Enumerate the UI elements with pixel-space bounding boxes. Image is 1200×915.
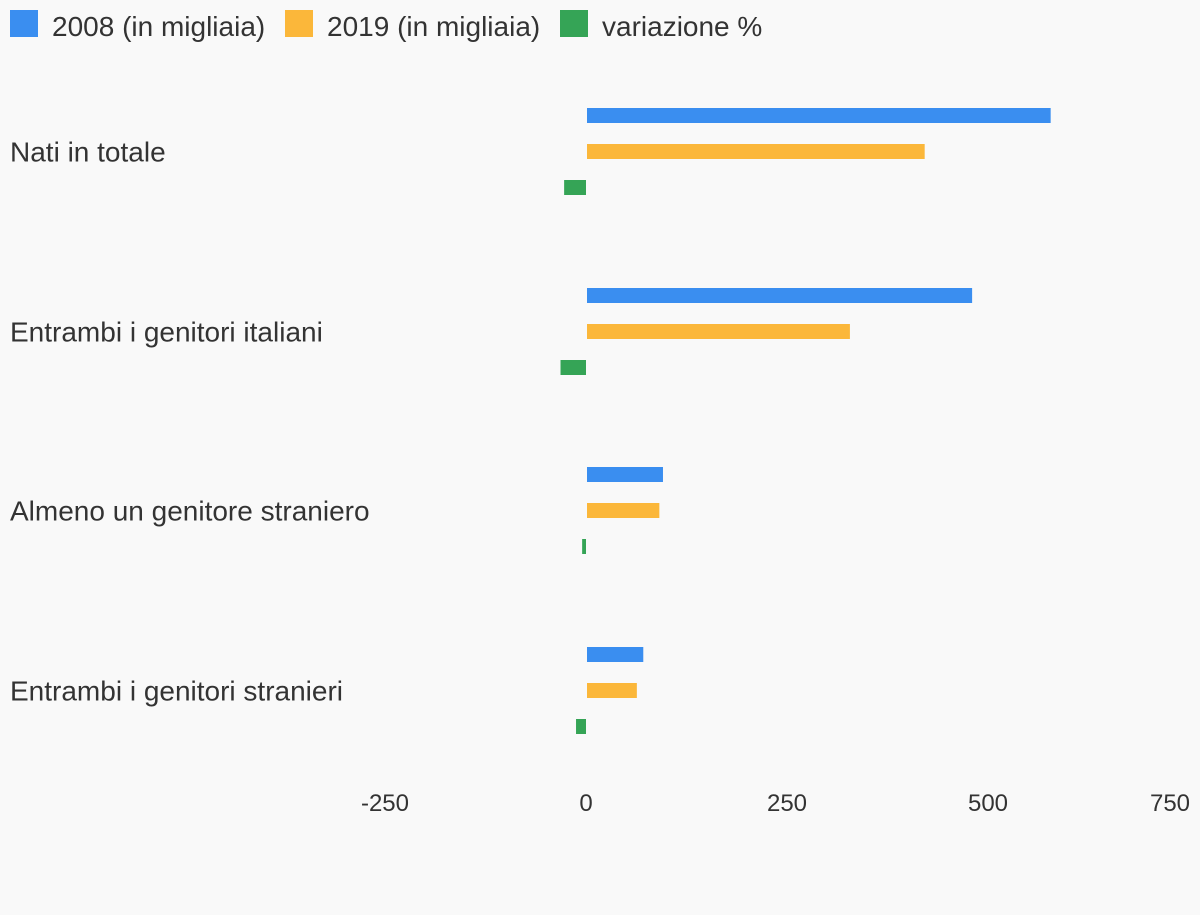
x-tick-label: -250	[361, 790, 409, 817]
bar	[587, 108, 1051, 123]
legend-label: variazione %	[602, 11, 762, 42]
bar	[587, 467, 663, 482]
x-tick-label: 250	[767, 790, 807, 817]
bars	[560, 108, 1051, 734]
legend-swatch	[10, 10, 38, 37]
legend-label: 2019 (in migliaia)	[327, 11, 540, 42]
category-label: Entrambi i genitori italiani	[10, 317, 323, 348]
legend: 2008 (in migliaia) 2019 (in migliaia) vari…	[10, 10, 762, 42]
bar	[587, 503, 660, 518]
category-label: Almeno un genitore straniero	[10, 496, 370, 527]
x-tick-label: 500	[968, 790, 1008, 817]
category-labels: Nati in totale Entrambi i genitori italia…	[10, 137, 370, 707]
bar	[587, 288, 973, 303]
legend-label: 2008 (in migliaia)	[52, 11, 265, 42]
bar	[560, 360, 586, 375]
x-axis: -250 0 250 500 750	[361, 790, 1190, 817]
bar	[564, 180, 586, 195]
category-label: Nati in totale	[10, 137, 166, 168]
bar	[582, 539, 586, 554]
x-tick-label: 750	[1150, 790, 1190, 817]
bar	[576, 719, 586, 734]
legend-swatch	[560, 10, 588, 37]
x-tick-label: 0	[579, 790, 592, 817]
bar	[587, 647, 644, 662]
bar	[587, 144, 925, 159]
category-label: Entrambi i genitori stranieri	[10, 676, 343, 707]
legend-swatch	[285, 10, 313, 37]
bar	[587, 683, 637, 698]
bar	[587, 324, 850, 339]
